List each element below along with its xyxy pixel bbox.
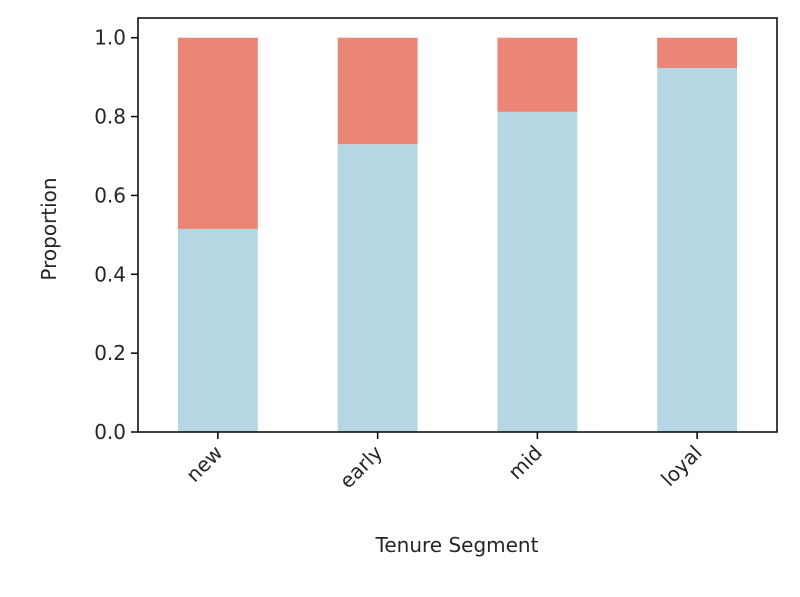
x-tick-label-early: early xyxy=(335,440,388,493)
bar-loyal-segment-1 xyxy=(657,37,738,69)
x-axis-label: Tenure Segment xyxy=(375,533,539,557)
bar-new-segment-1 xyxy=(177,37,258,229)
y-tick-label: 0.6 xyxy=(94,183,126,207)
x-tick-label-new: new xyxy=(181,441,227,487)
bar-mid-segment-0 xyxy=(497,111,578,432)
y-tick-label: 0.8 xyxy=(94,105,126,129)
bar-loyal-segment-0 xyxy=(657,68,738,433)
bar-new-segment-0 xyxy=(177,228,258,432)
bar-mid-segment-1 xyxy=(497,37,578,112)
y-tick-label: 0.2 xyxy=(94,341,126,365)
x-tick-label-loyal: loyal xyxy=(656,441,707,492)
plot-frame xyxy=(137,17,778,433)
x-axis-ticks: new early mid loyal xyxy=(181,432,707,493)
y-axis-ticks: 0.0 0.2 0.4 0.6 0.8 1.0 xyxy=(94,26,138,444)
bars-layer xyxy=(177,37,738,433)
y-tick-label: 1.0 xyxy=(94,26,126,50)
x-tick-label-mid: mid xyxy=(503,441,547,485)
bar-early-segment-0 xyxy=(337,144,418,432)
y-axis-label: Proportion xyxy=(37,177,61,280)
y-tick-label: 0.0 xyxy=(94,420,126,444)
y-tick-label: 0.4 xyxy=(94,262,126,286)
bar-early-segment-1 xyxy=(337,37,418,145)
